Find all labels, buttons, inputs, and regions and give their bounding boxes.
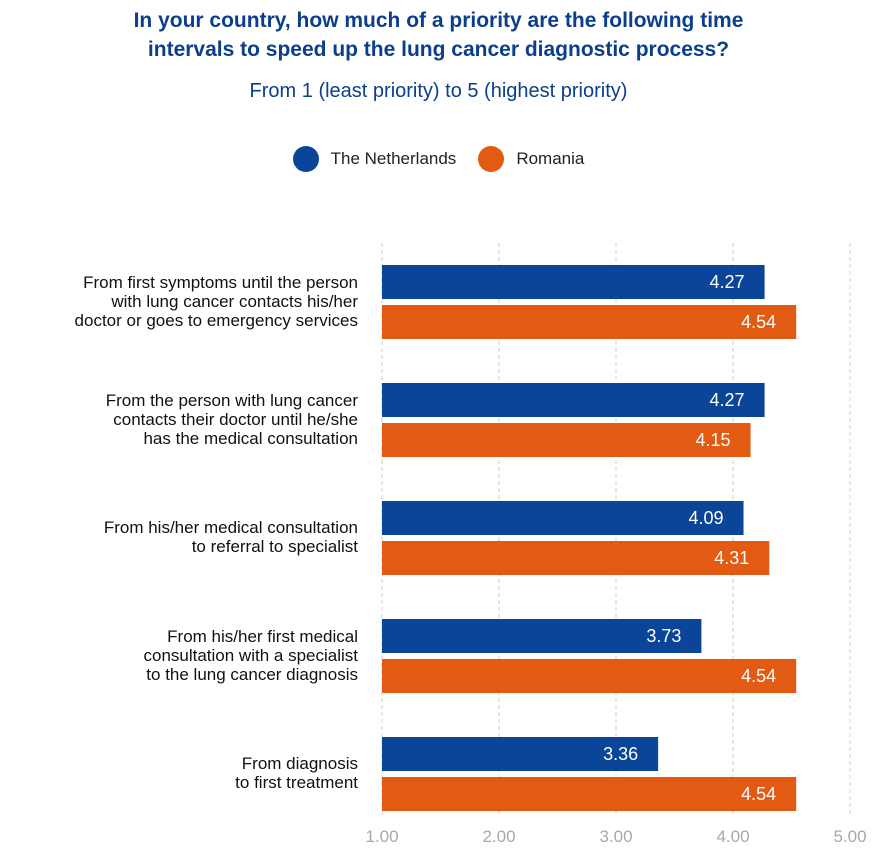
data-label-romania-4: 4.54	[741, 666, 776, 686]
category-label-1-line-3: doctor or goes to emergency services	[74, 310, 358, 330]
data-label-netherlands-5: 3.36	[603, 744, 638, 764]
data-label-romania-2: 4.15	[696, 430, 731, 450]
bar-netherlands-1	[382, 265, 765, 299]
bar-romania-4	[382, 659, 797, 693]
category-label-1: From first symptoms until the person with…	[2, 273, 358, 330]
x-tick-label-5: 5.00	[833, 827, 866, 846]
bar-romania-5	[382, 777, 797, 811]
bar-netherlands-4	[382, 619, 702, 653]
data-label-romania-1: 4.54	[741, 312, 776, 332]
category-label-3-line-2: to referral to specialist	[191, 537, 358, 556]
category-label-5-line-1: From diagnosis	[241, 754, 358, 773]
category-label-4-line-1: From his/her first medical	[167, 626, 358, 646]
category-label-5-line-2: to first treatment	[235, 773, 358, 792]
legend-item-romania: Romania	[478, 146, 584, 172]
bar-romania-2	[382, 423, 751, 457]
chart-subtitle: From 1 (least priority) to 5 (highest pr…	[249, 80, 628, 102]
chart-title: In your country, how much of a priority …	[0, 6, 877, 64]
category-label-2-line-3: has the medical consultation	[143, 428, 358, 448]
category-label-2: From the person with lung cancer contacts…	[2, 391, 358, 448]
bar-netherlands-5	[382, 737, 659, 771]
legend-label-netherlands: The Netherlands	[330, 149, 457, 168]
legend: The Netherlands Romania	[0, 146, 877, 172]
category-label-1-line-1: From first symptoms until the person	[83, 272, 358, 292]
category-label-3: From his/her medical consultation to refe…	[2, 518, 358, 556]
data-label-romania-3: 4.31	[714, 548, 749, 568]
x-tick-label-1: 1.00	[365, 827, 398, 846]
legend-swatch-romania	[478, 146, 505, 172]
chart-title-line-1: In your country, how much of a priority …	[133, 9, 744, 32]
x-tick-label-3: 3.00	[599, 827, 632, 846]
bar-netherlands-2	[382, 383, 765, 417]
category-label-3-line-1: From his/her medical consultation	[103, 518, 358, 537]
x-tick-label-2: 2.00	[482, 827, 515, 846]
data-label-netherlands-3: 4.09	[688, 508, 723, 528]
legend-item-netherlands: The Netherlands	[292, 146, 457, 172]
chart-title-line-2: intervals to speed up the lung cancer di…	[147, 38, 730, 61]
data-label-netherlands-4: 3.73	[646, 626, 681, 646]
category-label-4-line-2: consultation with a specialist	[143, 645, 358, 665]
data-label-netherlands-1: 4.27	[710, 272, 745, 292]
legend-swatch-netherlands	[292, 146, 319, 172]
category-label-5: From diagnosis to first treatment	[2, 754, 358, 792]
data-label-romania-5: 4.54	[741, 784, 776, 804]
category-label-4-line-3: to the lung cancer diagnosis	[146, 664, 358, 684]
data-label-netherlands-2: 4.27	[710, 390, 745, 410]
bar-romania-1	[382, 305, 797, 339]
category-label-2-line-1: From the person with lung cancer	[105, 390, 358, 410]
x-tick-label-4: 4.00	[716, 827, 749, 846]
bar-romania-3	[382, 541, 770, 575]
category-label-2-line-2: contacts their doctor until he/she	[113, 409, 358, 429]
legend-label-romania: Romania	[516, 149, 585, 168]
category-label-4: From his/her first medical consultation w…	[2, 627, 358, 684]
category-label-1-line-2: with lung cancer contacts his/her	[111, 291, 358, 311]
bar-netherlands-3	[382, 501, 744, 535]
